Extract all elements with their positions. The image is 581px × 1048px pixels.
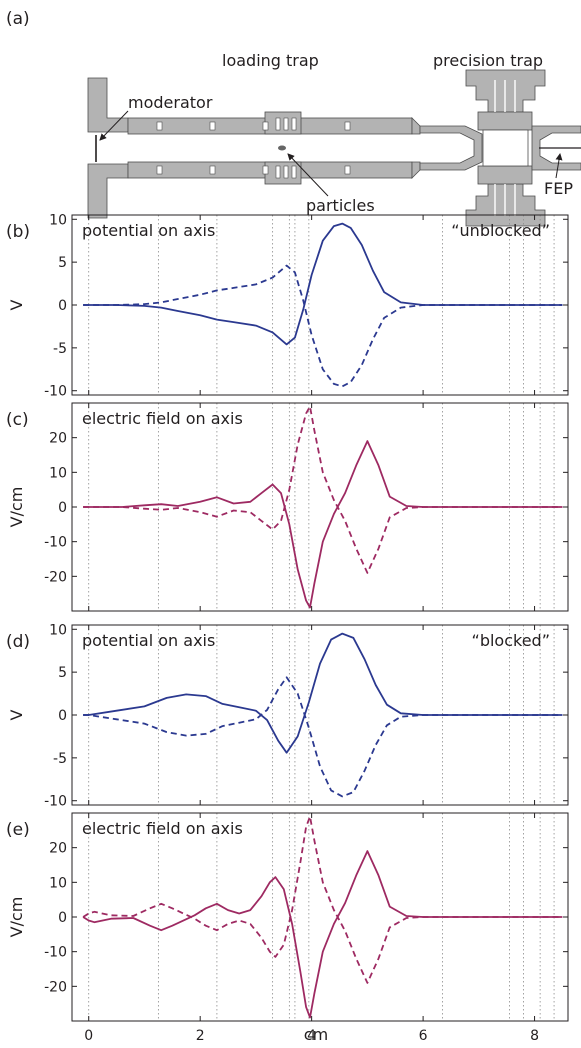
x-tick-label: 8 <box>530 1028 539 1044</box>
y-tick-label: -5 <box>53 341 67 357</box>
series-line-dashed <box>83 405 563 574</box>
chart-title: electric field on axis <box>82 409 243 428</box>
y-tick-label: 10 <box>49 875 67 891</box>
series-line-solid <box>82 850 563 1019</box>
x-tick-label: 0 <box>84 1028 93 1044</box>
series-line-solid <box>83 440 563 609</box>
y-tick-label: 5 <box>58 255 67 271</box>
chart-annotation: “blocked” <box>472 631 550 650</box>
fep-label: FEP <box>544 179 573 198</box>
y-tick-label: 0 <box>58 298 67 314</box>
moderator-arrow <box>99 110 129 141</box>
electrode-gaps <box>156 117 351 179</box>
precision-upper-ring <box>477 111 533 131</box>
panel-label: (b) <box>6 222 30 242</box>
particles-arrow <box>287 153 329 197</box>
chart-title: electric field on axis <box>82 819 243 838</box>
series-line-solid <box>83 632 563 754</box>
series-line-dashed <box>82 815 563 984</box>
y-tick-label: 5 <box>58 665 67 681</box>
particle-cloud <box>278 145 286 151</box>
lower-stack-end <box>411 161 421 179</box>
y-tick-label: 10 <box>49 212 67 228</box>
precision-left-cone <box>419 125 483 171</box>
panel-label: (e) <box>6 820 30 840</box>
y-axis-label: V <box>7 709 26 720</box>
moderator-label: moderator <box>128 93 213 112</box>
y-tick-label: -10 <box>44 535 67 551</box>
panel-a-label: (a) <box>6 9 30 29</box>
y-tick-label: -10 <box>44 945 67 961</box>
y-tick-label: 0 <box>58 500 67 516</box>
chart-title: potential on axis <box>82 221 215 240</box>
upper-flange <box>87 77 129 133</box>
y-tick-label: 20 <box>49 431 67 447</box>
precision-right-cone <box>531 125 581 171</box>
x-axis-title: cm <box>304 1025 328 1044</box>
y-tick-label: 0 <box>58 910 67 926</box>
y-tick-label: 10 <box>49 465 67 481</box>
y-tick-label: 10 <box>49 622 67 638</box>
panel-a: (a) loading trap precision trap <box>6 9 581 227</box>
chart-title: potential on axis <box>82 631 215 650</box>
x-tick-label: 2 <box>196 1028 205 1044</box>
series-line-solid <box>83 222 563 346</box>
panel-b: -10 -5 0 5 10 (b) potential on axis “unblocked”… <box>6 212 569 400</box>
panel-e: -20 -10 0 10 20 0 2 4 6 8 (e) electric field on axi… <box>6 812 569 1044</box>
y-tick-label: 20 <box>49 841 67 857</box>
y-tick-label: -5 <box>53 751 67 767</box>
panel-label: (d) <box>6 632 30 652</box>
loading-trap-label: loading trap <box>222 51 319 70</box>
y-tick-label: -10 <box>44 794 67 810</box>
loading-trap-electrodes <box>87 77 421 219</box>
precision-trap-label: precision trap <box>433 51 543 70</box>
precision-trap-slits <box>494 80 516 216</box>
upper-stack-end <box>411 117 421 135</box>
precision-lower-ring <box>477 165 533 185</box>
y-axis-label: V/cm <box>7 897 26 938</box>
chart-annotation: “unblocked” <box>451 221 550 240</box>
lower-flange <box>87 163 129 219</box>
y-tick-label: -20 <box>44 569 67 585</box>
y-tick-label: -20 <box>44 979 67 995</box>
panel-label: (c) <box>6 410 29 430</box>
precision-trap-cavity <box>482 129 529 167</box>
y-tick-label: -10 <box>44 384 67 400</box>
panel-c: -20 -10 0 10 20 (c) electric field on axis V/cm <box>6 402 569 612</box>
series-line-dashed <box>83 264 563 388</box>
particles-label: particles <box>306 196 375 215</box>
fep-arrow <box>555 153 563 179</box>
y-tick-label: 0 <box>58 708 67 724</box>
y-axis-label: V <box>7 299 26 310</box>
x-tick-label: 6 <box>419 1028 428 1044</box>
charts: -10 -5 0 5 10 (b) potential on axis “unblocked”… <box>6 212 569 1044</box>
x-tick-label: 4 <box>307 1028 316 1044</box>
series-line-dashed <box>83 676 563 798</box>
y-axis-label: V/cm <box>7 487 26 528</box>
panel-d: -10 -5 0 5 10 (d) potential on axis “blocked” V <box>6 622 569 810</box>
